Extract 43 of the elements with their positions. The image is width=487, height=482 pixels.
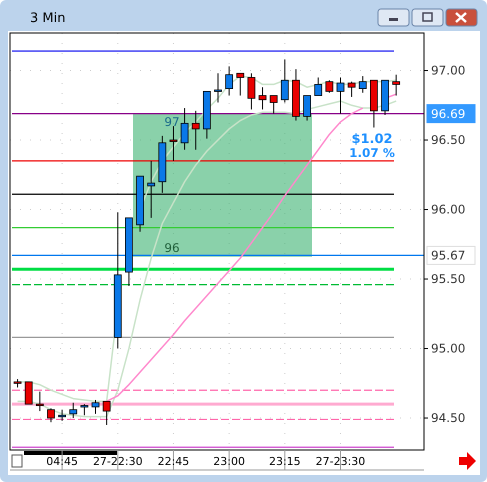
candlestick [24,381,33,405]
candlestick [102,400,111,426]
y-tick-label: 97.00 [431,64,466,78]
candlestick [180,108,188,150]
x-tick-label: 04:45 [46,455,78,468]
candlestick [336,76,344,114]
candlestick [270,95,278,114]
x-tick-label: 27-22:30 [92,455,143,468]
candlestick [80,404,88,416]
candlestick [92,399,100,414]
candlestick [280,58,289,103]
chart-title: 3 Min [30,11,66,26]
candlestick [325,80,334,94]
candlestick [392,74,400,96]
y-tick-label: 94.50 [431,411,466,426]
y-tick-label: 95.00 [431,342,466,356]
y-tick-label: 96.50 [431,133,466,148]
candlestick [236,72,244,96]
x-tick-label: 23:00 [213,455,245,468]
candlestick [303,95,311,122]
candlestick [58,409,66,422]
candlestick [258,86,266,110]
candlestick [248,72,256,110]
candlestick [192,110,200,150]
candlestick [47,408,55,423]
candlestick [358,76,367,94]
candlestick [214,72,222,103]
annotation: $1.02 [351,132,393,147]
ref-line-label: 96.69 [431,106,466,121]
annotation: 1.07 % [349,146,395,160]
x-tick-label: 22:45 [158,455,190,468]
candlestick [69,402,78,419]
x-tick-label: 23:15 [268,455,301,468]
annotation: 96 [164,241,180,255]
y-tick-label: 96.00 [431,202,466,217]
y-tick-label: 95.50 [431,272,466,286]
candlestick [36,391,44,412]
candlestick [314,76,322,96]
ref-line-label: 95.67 [431,248,466,263]
annotation: 97 [164,115,180,129]
candlestick [225,66,234,96]
x-tick-label: 27-23:30 [316,455,366,468]
candlestick [348,81,356,98]
